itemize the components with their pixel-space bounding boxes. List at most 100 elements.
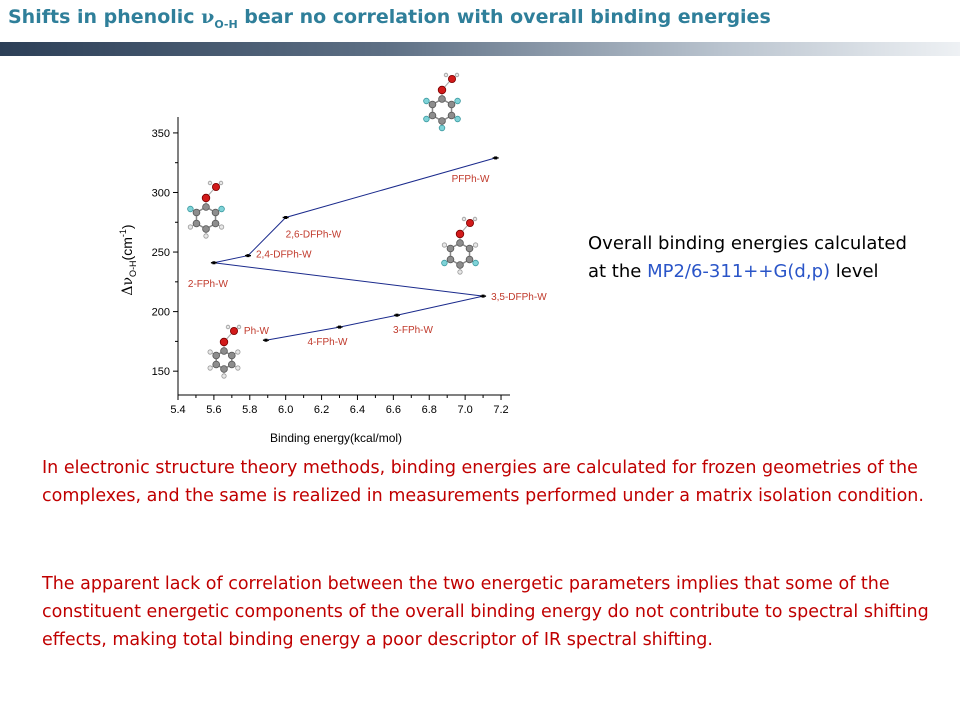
title-prefix: Shifts in phenolic [8,6,202,28]
point-label: PFPh-W [452,174,490,185]
carbon-atom [428,100,437,109]
carbon-atom [212,351,221,360]
point-label: 3,5-DFPh-W [491,292,547,303]
carbon-atom [227,351,236,360]
hydrogen-atom [454,72,460,78]
carbon-atom [220,365,228,373]
fluorine-atom [454,97,461,105]
x-tick-label: 7.0 [457,404,472,416]
fluorine-atom [472,259,479,267]
method-name: MP2/6-311++G(d,p) [647,261,831,282]
carbon-atom [227,360,236,369]
fluorine-atom [187,205,194,213]
carbon-atom [465,255,474,264]
axes: 5.4 5.6 5.8 6.0 6.2 6.4 6.6 6.8 7.0 7.2 150 200 250 3… [118,117,510,445]
hydrogen-atom [461,216,467,222]
hydrogen-atom [457,269,463,275]
y-title-unit: (cm [119,237,135,260]
hydrogen-atom [235,349,241,355]
oxygen-atom [201,193,211,203]
binding-energy-chart: 5.4 5.6 5.8 6.0 6.2 6.4 6.6 6.8 7.0 7.2 150 200 250 3… [118,72,547,445]
fluorine-atom [218,205,225,213]
x-tick-label: 5.6 [206,404,221,416]
series-line [213,157,496,341]
oxygen-atom [219,337,229,347]
carbon-atom [212,360,221,369]
fluorine-atom [423,115,430,123]
carbon-atom [447,111,456,120]
hydrogen-atom [236,324,242,330]
carbon-atom [211,208,220,217]
data-point [395,313,399,317]
note-prefix: at the [588,261,648,282]
note-line-2: at the MP2/6-311++G(d,p) level [588,258,948,286]
carbon-atom [456,239,464,247]
hydrogen-atom [207,349,213,355]
water-oxygen-atom [465,218,474,227]
hydrogen-atom [203,233,209,239]
hydrogen-atom [441,242,448,248]
carbon-atom [465,244,474,253]
hydrogen-atom [443,72,449,78]
title-subscript: O-H [214,17,238,31]
data-point [481,294,485,298]
y-tick-label: 150 [152,366,170,378]
title-suffix: bear no correlation with overall binding… [237,6,771,28]
fluorine-atom [441,259,448,267]
note-suffix: level [830,261,879,282]
y-axis-title: ΔνO-H(cm-1) [118,224,138,295]
carbon-atom [211,219,220,228]
paragraph-2: The apparent lack of correlation between… [42,574,929,650]
series: Ph-W 4-FPh-W 3-FPh-W 3,5-DFPh-W 2-FPh-W 2,4-D… [188,156,547,348]
data-point [212,261,216,265]
fluorine-atom [438,124,446,132]
oxygen-atom [455,229,465,239]
molecule-images [187,72,479,379]
hydrogen-atom [472,242,479,248]
carbon-atom [192,208,201,217]
hydrogen-atom [218,224,225,230]
point-label: Ph-W [244,326,270,337]
difluoro-molecule [187,180,225,239]
x-tick-label: 6.2 [314,404,329,416]
hydrogen-atom [221,373,227,379]
carbon-atom [438,117,446,125]
fluorine-atom [454,115,461,123]
carbon-atom [202,203,210,211]
hydrogen-atom [225,324,231,330]
water-oxygen-atom [212,183,221,192]
y-tick-label: 350 [152,128,170,140]
fluorine-atom [423,97,430,105]
carbon-atom [456,261,464,269]
point-label: 3-FPh-W [393,325,434,336]
point-label: 2-FPh-W [188,279,229,290]
carbon-atom [220,347,228,355]
carbon-atom [428,111,437,120]
hydrogen-atom [207,180,213,186]
hydrogen-atom [207,365,213,371]
nu-symbol: ν [201,6,215,28]
point-label: 2,6-DFPh-W [286,229,342,240]
carbon-atom [446,255,455,264]
carbon-atom [446,244,455,253]
slide-title: Shifts in phenolic νO-H bear no correlat… [8,6,948,36]
x-tick-label: 5.4 [170,404,185,416]
dfph-molecule [441,216,479,275]
paragraph-1: In electronic structure theory methods, … [42,458,924,506]
data-point [246,254,250,258]
y-title-subscript: O-H [128,260,138,277]
x-axis-title: Binding energy(kcal/mol) [270,431,402,445]
hydrogen-atom [187,224,194,230]
carbon-atom [202,225,210,233]
carbon-atom [447,100,456,109]
water-oxygen-atom [229,326,238,335]
hydrogen-atom [218,180,224,186]
x-tick-label: 6.0 [278,404,293,416]
y-tick-label: 250 [152,247,170,259]
method-note: Overall binding energies calculated at t… [588,230,948,286]
point-label: 4-FPh-W [308,337,349,348]
title-rule [0,42,960,56]
data-point [338,325,342,329]
x-tick-label: 6.4 [350,404,365,416]
x-tick-label: 5.8 [242,404,257,416]
